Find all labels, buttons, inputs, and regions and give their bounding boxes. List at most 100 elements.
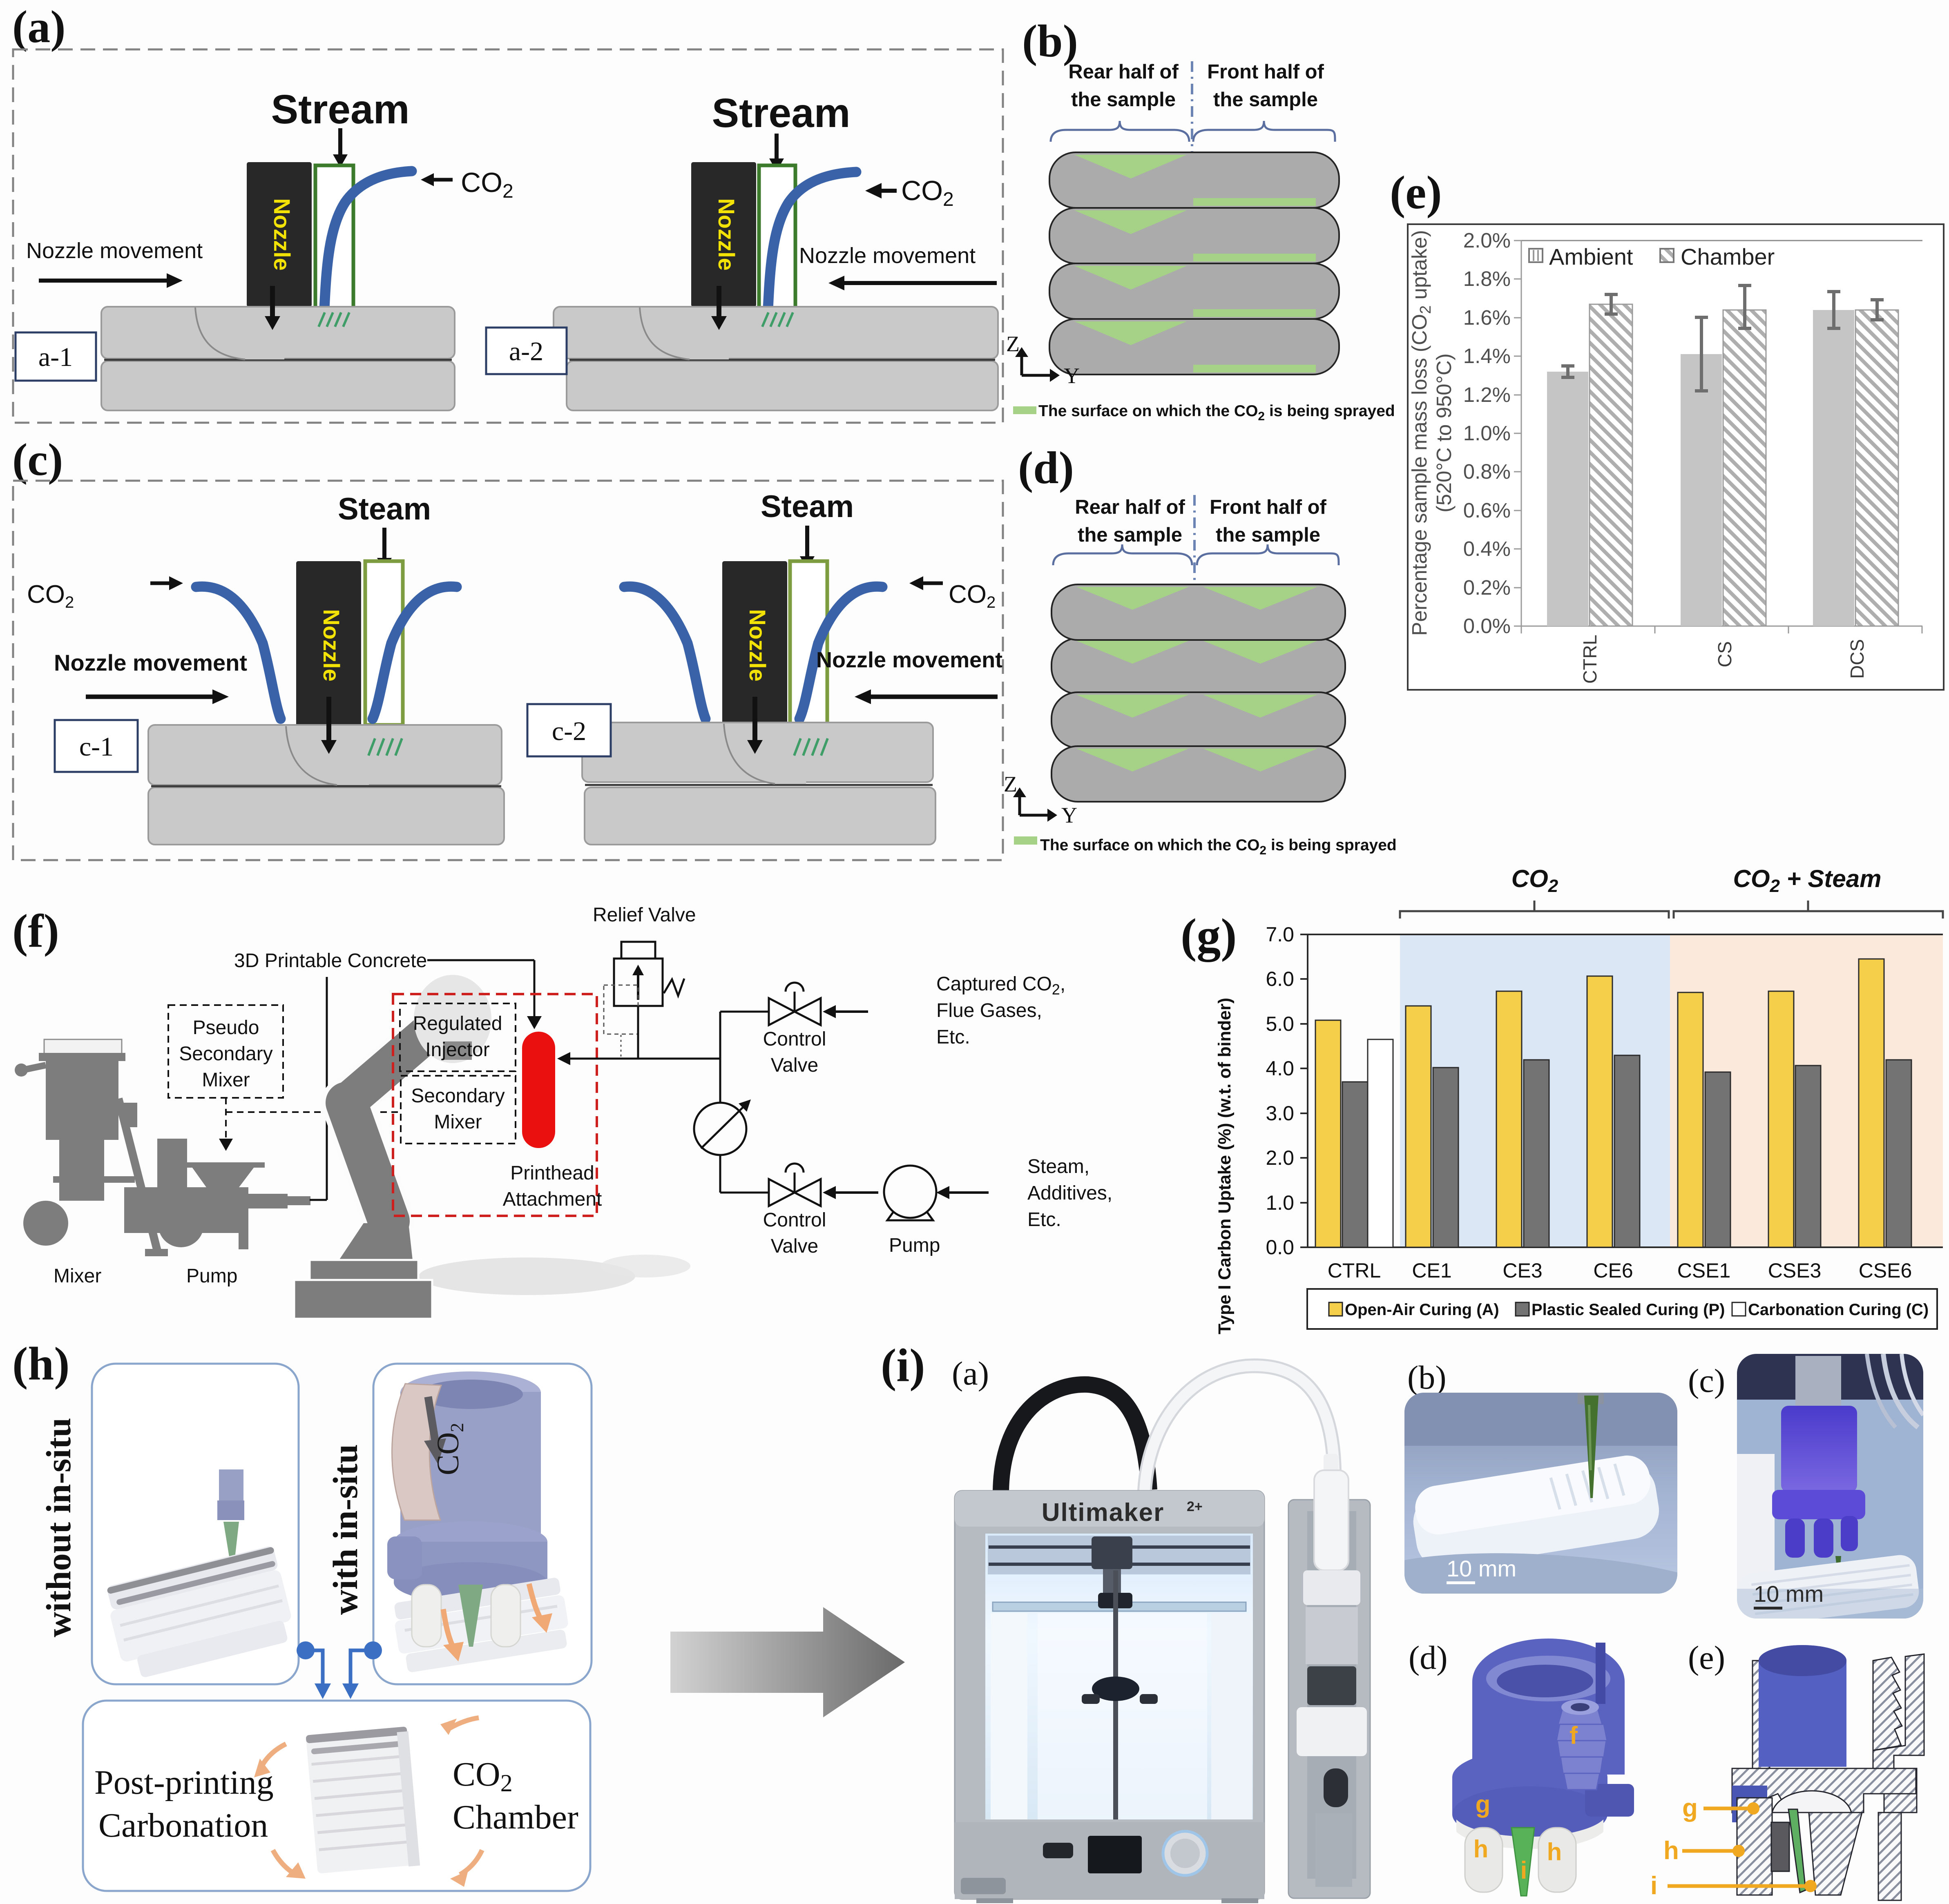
svg-text:CSE1: CSE1 [1677,1259,1731,1282]
svg-text:Chamber: Chamber [453,1798,578,1836]
svg-text:Rear half of: Rear half of [1068,61,1179,83]
svg-text:Front half of: Front half of [1207,61,1324,83]
svg-text:Ambient: Ambient [1549,244,1633,270]
svg-text:Injector: Injector [425,1039,489,1061]
svg-text:Post-printing: Post-printing [94,1764,274,1801]
svg-text:Stream: Stream [712,90,850,136]
svg-text:Nozzle: Nozzle [745,609,770,681]
svg-text:Nozzle: Nozzle [269,198,295,270]
svg-text:Type I Carbon Uptake (%) (w.t.: Type I Carbon Uptake (%) (w.t. of binder… [1215,998,1235,1334]
svg-text:the sample: the sample [1213,89,1318,111]
svg-text:1.2%: 1.2% [1463,383,1511,406]
svg-text:10 mm: 10 mm [1447,1556,1516,1581]
svg-text:2.0: 2.0 [1266,1146,1294,1169]
svg-text:CO2: CO2 [949,580,996,611]
svg-text:Attachment: Attachment [503,1188,602,1210]
svg-text:Nozzle: Nozzle [319,609,344,681]
svg-text:Printhead: Printhead [510,1162,594,1184]
svg-text:h: h [1663,1837,1679,1865]
svg-text:3.0: 3.0 [1266,1102,1294,1125]
svg-text:Nozzle movement: Nozzle movement [816,648,1002,672]
svg-text:2.0%: 2.0% [1463,229,1511,252]
svg-text:Pump: Pump [889,1235,940,1256]
svg-text:0.6%: 0.6% [1463,499,1511,522]
svg-text:Relief Valve: Relief Valve [593,904,696,926]
svg-text:Secondary: Secondary [179,1043,272,1065]
svg-text:Nozzle: Nozzle [714,198,739,270]
svg-text:(e): (e) [1390,167,1442,218]
svg-text:0.8%: 0.8% [1463,460,1511,483]
svg-text:with in-situ: with in-situ [326,1444,365,1615]
svg-text:Flue Gases,: Flue Gases, [936,1000,1042,1021]
svg-text:5.0: 5.0 [1266,1012,1294,1035]
svg-text:Etc.: Etc. [1027,1209,1061,1231]
svg-text:Pseudo: Pseudo [193,1017,259,1039]
svg-text:1.0%: 1.0% [1463,421,1511,445]
svg-text:CE1: CE1 [1412,1259,1451,1282]
svg-text:a-1: a-1 [38,342,73,372]
svg-text:Steam,: Steam, [1027,1156,1089,1177]
svg-text:Plastic Sealed Curing (P): Plastic Sealed Curing (P) [1532,1301,1725,1319]
svg-text:Carbonation: Carbonation [98,1806,268,1844]
svg-text:a-2: a-2 [509,337,543,366]
svg-text:10 mm: 10 mm [1754,1581,1824,1607]
svg-text:0.0%: 0.0% [1463,614,1511,638]
svg-text:1.8%: 1.8% [1463,267,1511,290]
svg-text:7.0: 7.0 [1266,923,1294,946]
svg-text:(c): (c) [1688,1362,1725,1399]
svg-text:Mixer: Mixer [54,1265,101,1287]
svg-text:(d): (d) [1018,443,1074,493]
svg-text:Y: Y [1064,363,1080,388]
svg-text:(f): (f) [12,905,59,957]
svg-text:Chamber: Chamber [1681,244,1775,270]
svg-text:Nozzle movement: Nozzle movement [54,650,247,676]
svg-text:(b): (b) [1407,1359,1447,1396]
svg-text:Z: Z [1006,332,1020,356]
svg-text:CO2: CO2 [1511,865,1558,896]
svg-text:Percentage sample mass loss (C: Percentage sample mass loss (CO2 uptake) [1408,230,1434,635]
svg-text:2+: 2+ [1187,1499,1203,1514]
svg-text:(h): (h) [12,1338,70,1390]
svg-text:the sample: the sample [1071,89,1176,111]
svg-text:i: i [1650,1872,1657,1900]
svg-text:CO2: CO2 [27,580,74,611]
svg-text:1.6%: 1.6% [1463,306,1511,329]
svg-text:Nozzle movement: Nozzle movement [799,243,976,268]
svg-text:CO2: CO2 [901,175,954,210]
svg-text:g: g [1682,1794,1698,1822]
svg-text:(i): (i) [881,1340,925,1391]
svg-text:0.2%: 0.2% [1463,576,1511,599]
svg-text:The surface on which the CO2 i: The surface on which the CO2 is being sp… [1040,836,1397,857]
svg-text:0.4%: 0.4% [1463,537,1511,560]
svg-text:DCS: DCS [1846,639,1868,679]
svg-text:Ultimaker: Ultimaker [1042,1498,1165,1527]
svg-text:CSE6: CSE6 [1859,1259,1912,1282]
svg-text:Rear half of: Rear half of [1075,496,1185,518]
svg-text:(e): (e) [1688,1639,1725,1676]
svg-text:Secondary: Secondary [411,1085,505,1107]
svg-text:without in-situ: without in-situ [39,1418,78,1637]
svg-text:Control: Control [763,1028,826,1050]
svg-text:0.0: 0.0 [1266,1236,1294,1259]
svg-text:c-1: c-1 [79,732,114,762]
svg-text:CTRL: CTRL [1579,635,1601,684]
svg-text:CTRL: CTRL [1328,1259,1381,1282]
svg-text:Steam: Steam [338,492,431,526]
svg-text:Stream: Stream [271,87,409,132]
svg-text:4.0: 4.0 [1266,1057,1294,1080]
svg-text:c-2: c-2 [552,716,586,746]
svg-text:CS: CS [1714,641,1735,667]
svg-text:h: h [1473,1835,1489,1863]
svg-text:Open-Air Curing (A): Open-Air Curing (A) [1345,1301,1499,1319]
svg-text:Front half of: Front half of [1210,496,1326,518]
svg-text:(520°C to 950°C): (520°C to 950°C) [1432,353,1456,512]
svg-text:Additives,: Additives, [1027,1182,1112,1204]
svg-text:f: f [1569,1722,1578,1749]
svg-text:h: h [1547,1838,1562,1866]
svg-text:Steam: Steam [761,489,854,524]
svg-text:1.0: 1.0 [1266,1191,1294,1214]
svg-text:Carbonation Curing (C): Carbonation Curing (C) [1748,1301,1929,1319]
svg-text:(c): (c) [12,435,63,485]
svg-text:Pump: Pump [186,1265,237,1287]
svg-text:CO2: CO2 [461,167,513,202]
